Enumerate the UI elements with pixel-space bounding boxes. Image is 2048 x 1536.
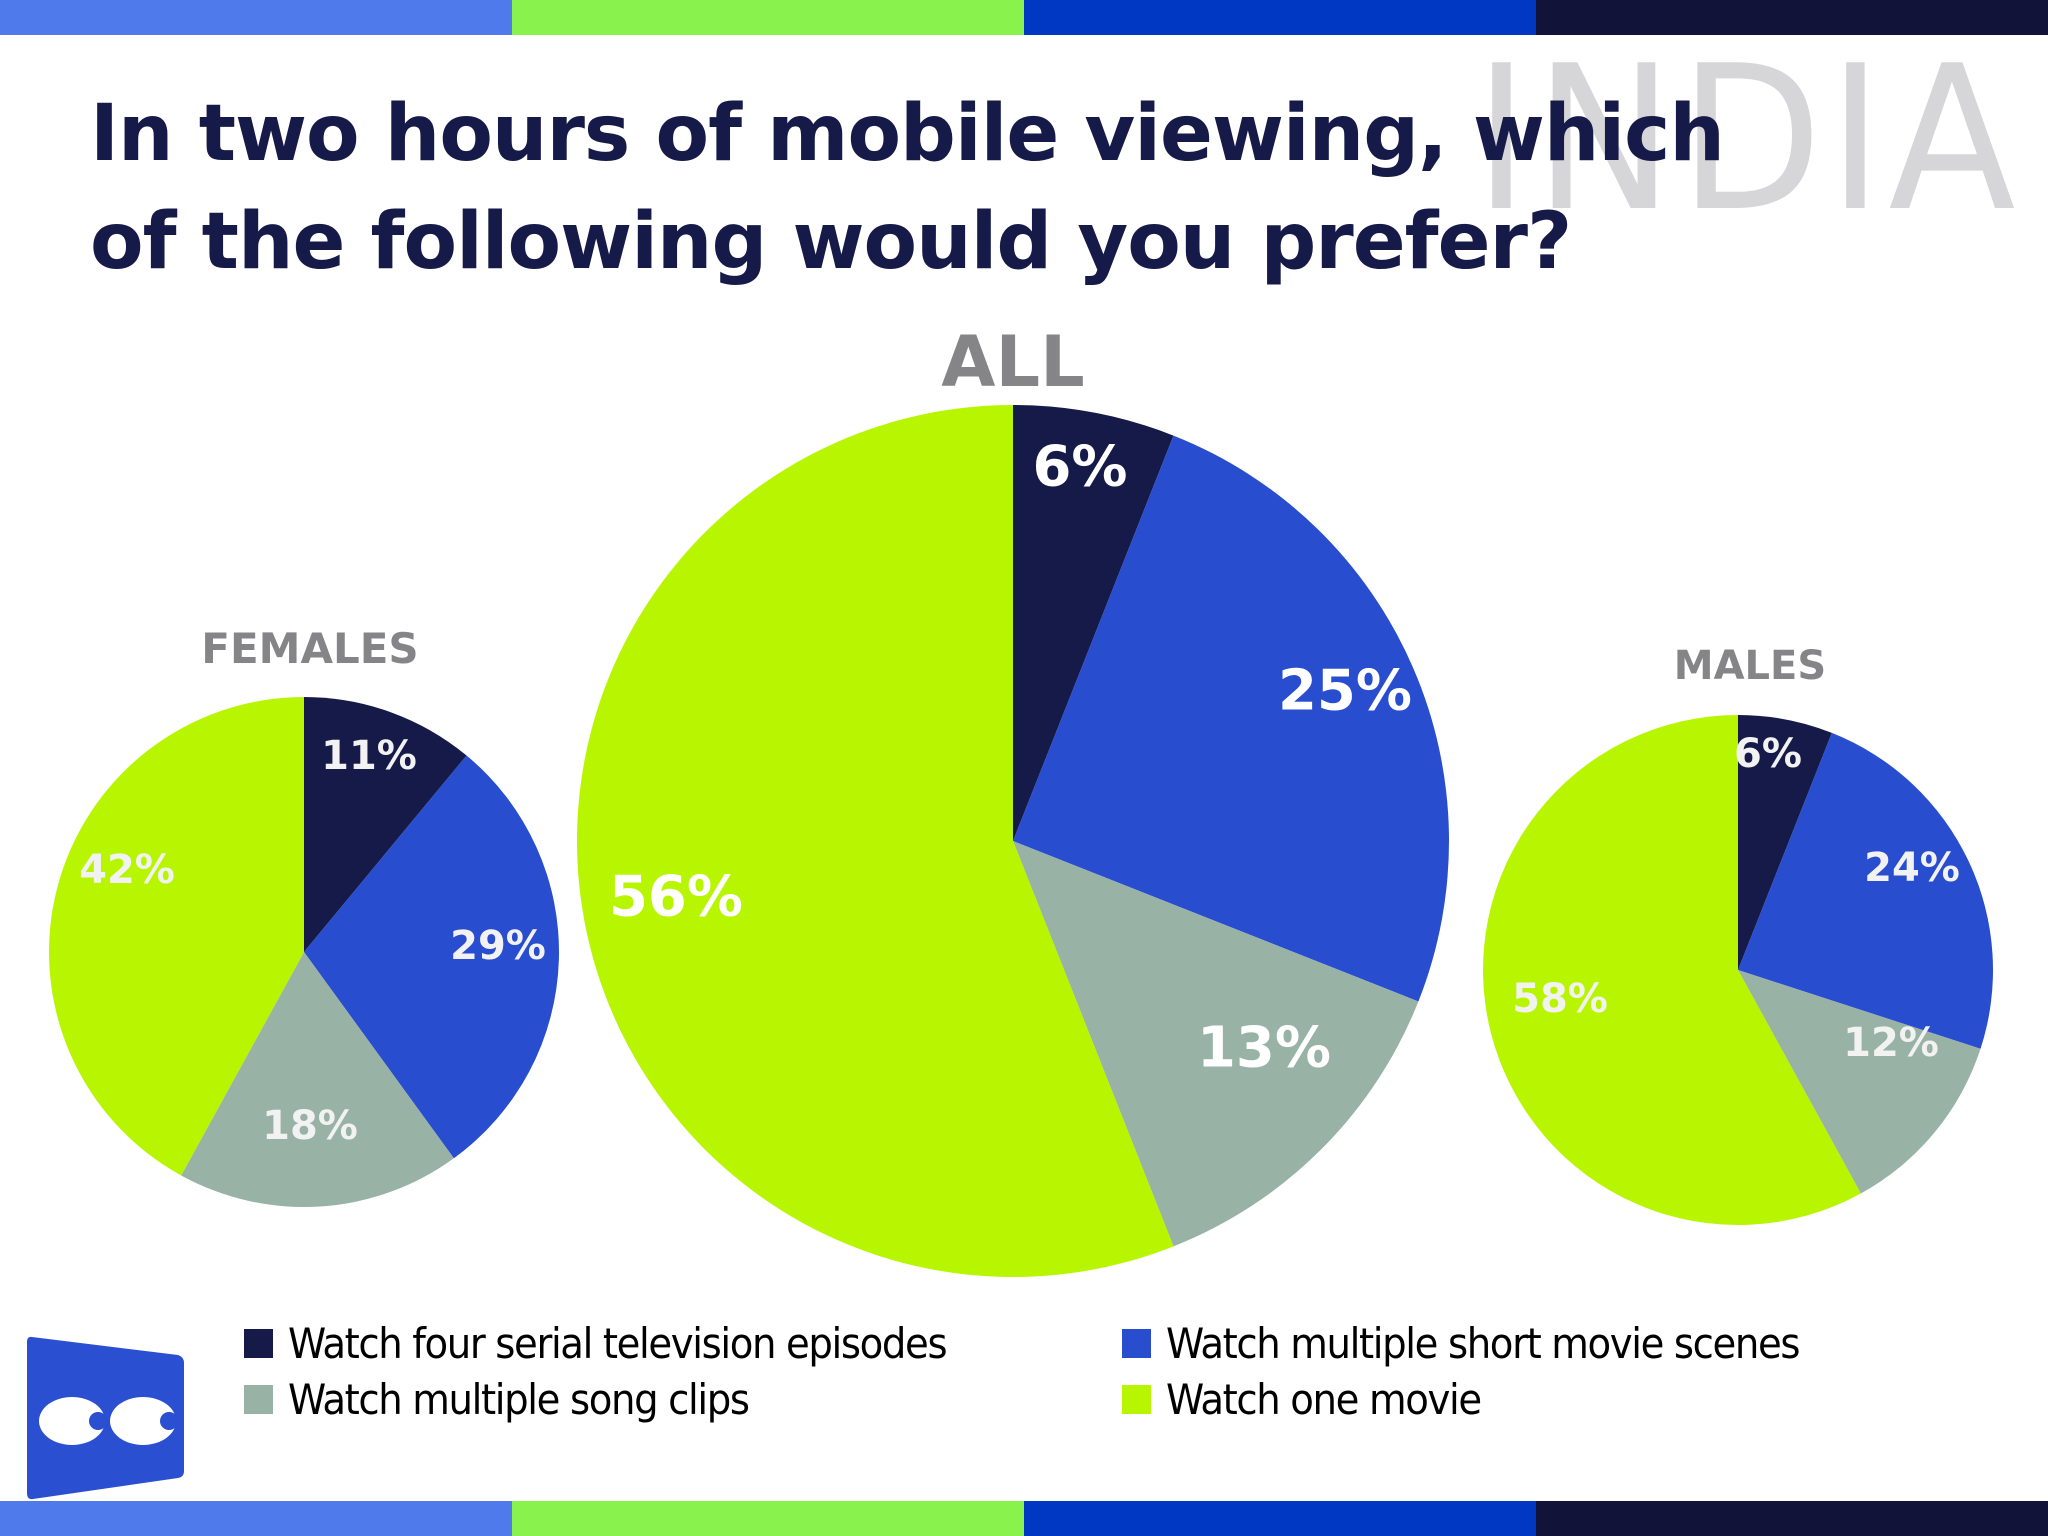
legend-item: Watch multiple short movie scenes: [1122, 1318, 1982, 1368]
slice-value-label: 6%: [1734, 731, 1802, 777]
slice-value-label: 12%: [1843, 1020, 1939, 1066]
country-watermark: INDIA: [1474, 23, 2022, 256]
pie-slice: [304, 755, 559, 1159]
slice-value-label: 11%: [321, 733, 417, 779]
bar-segment: [1536, 0, 2048, 35]
slice-value-label: 58%: [1512, 976, 1608, 1022]
legend-swatch-icon: [1122, 1384, 1151, 1414]
legend-swatch-icon: [1122, 1328, 1151, 1358]
pie-title-all: ALL: [941, 321, 1085, 403]
legend-label: Watch multiple short movie scenes: [1166, 1318, 1801, 1368]
legend-item: Watch multiple song clips: [244, 1374, 1122, 1424]
pie-slice: [1738, 715, 1832, 970]
legend-label: Watch four serial television episodes: [288, 1318, 948, 1368]
pie-slice: [1013, 435, 1449, 1002]
bar-segment: [0, 1501, 512, 1536]
slice-value-label: 13%: [1197, 1016, 1331, 1081]
slice-value-label: 24%: [1864, 845, 1960, 891]
pie-slice: [1483, 715, 1861, 1225]
legend-swatch-icon: [244, 1328, 273, 1358]
pie-chart-all: 6% 25% 13% 56%: [577, 405, 1449, 1277]
slice-value-label: 25%: [1278, 659, 1412, 724]
legend-item: Watch one movie: [1122, 1374, 1982, 1424]
page-title: In two hours of mobile viewing, which of…: [90, 89, 1725, 287]
slice-value-label: 29%: [450, 923, 546, 969]
pie-slice: [1738, 732, 1993, 1049]
pie-slice: [1738, 970, 1981, 1194]
pie-slice: [577, 405, 1174, 1277]
pie-title-females: FEMALES: [201, 624, 419, 673]
pie-chart-males: 6% 24% 12% 58%: [1483, 715, 1993, 1225]
bar-segment: [512, 1501, 1024, 1536]
pie-slice: [181, 952, 454, 1207]
legend-label: Watch multiple song clips: [288, 1374, 750, 1424]
legend-swatch-icon: [244, 1384, 273, 1414]
bar-segment: [1024, 0, 1536, 35]
slice-value-label: 6%: [1032, 435, 1127, 500]
bar-segment: [1024, 1501, 1536, 1536]
bar-segment: [512, 0, 1024, 35]
bar-segment: [1536, 1501, 2048, 1536]
pie-title-males: MALES: [1673, 643, 1827, 689]
eyes-logo-icon: [27, 1336, 184, 1500]
slice-value-label: 42%: [79, 847, 175, 893]
pie-slice: [48, 697, 304, 1176]
pie-slice: [1013, 841, 1419, 1247]
pie-slice: [1013, 405, 1174, 841]
pie-slice: [304, 697, 467, 952]
bar-segment: [0, 0, 512, 35]
slice-value-label: 56%: [609, 865, 743, 930]
slice-value-label: 18%: [262, 1103, 358, 1149]
chart-legend: Watch four serial television episodes Wa…: [244, 1318, 1994, 1424]
legend-item: Watch four serial television episodes: [244, 1318, 1122, 1368]
pie-chart-females: 11% 29% 18% 42%: [48, 697, 559, 1207]
legend-label: Watch one movie: [1166, 1374, 1482, 1424]
bottom-color-bar: [0, 1501, 2048, 1536]
top-color-bar: [0, 0, 2048, 35]
